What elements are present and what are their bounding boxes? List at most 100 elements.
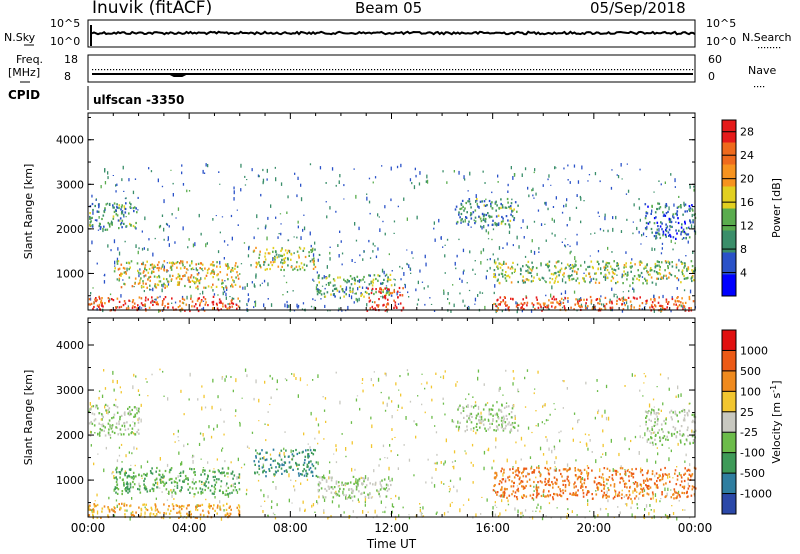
power-cell: [687, 226, 690, 229]
power-cell: [132, 305, 134, 308]
nave-series-dot: [476, 69, 478, 71]
power-colorbar-label: 20: [740, 173, 754, 186]
power-cell: [464, 207, 466, 210]
power-cell: [100, 301, 102, 304]
velocity-cell: [397, 404, 400, 408]
power-cell: [274, 260, 276, 263]
power-cell: [197, 279, 200, 282]
velocity-cell: [149, 470, 152, 473]
power-cell: [199, 267, 201, 270]
power-cell: [528, 194, 530, 198]
power-cell: [562, 301, 565, 304]
power-cell: [506, 197, 509, 201]
nave-series-dot: [584, 69, 586, 71]
velocity-cell: [279, 456, 281, 458]
power-cell: [649, 267, 652, 270]
power-cell: [616, 174, 618, 176]
power-cell: [590, 233, 592, 235]
velocity-cell: [137, 409, 140, 413]
velocity-cell: [260, 489, 262, 492]
power-cell: [551, 217, 553, 221]
power-cell: [455, 222, 458, 225]
velocity-cell: [345, 455, 347, 458]
power-cell: [522, 303, 524, 306]
velocity-cell: [376, 489, 378, 492]
power-cell: [113, 270, 116, 273]
power-cell: [495, 309, 497, 314]
velocity-cell: [369, 493, 371, 496]
power-cell: [293, 252, 295, 255]
velocity-cell: [532, 498, 535, 501]
power-cell: [189, 276, 192, 279]
power-cell: [569, 264, 572, 266]
power-cell: [102, 214, 105, 217]
power-cell: [660, 252, 663, 255]
nave-series-dot: [542, 69, 544, 71]
velocity-cell: [367, 511, 369, 513]
power-cell: [98, 297, 101, 300]
velocity-cell: [470, 405, 473, 408]
power-cell: [349, 286, 351, 289]
power-cell: [399, 294, 401, 297]
velocity-cell: [492, 419, 494, 422]
power-cell: [314, 306, 316, 311]
velocity-cell: [448, 485, 450, 487]
power-cell: [454, 208, 457, 211]
power-cell: [554, 234, 556, 237]
nave-series-dot: [170, 69, 172, 71]
power-cell: [349, 275, 352, 278]
velocity-cell: [628, 447, 630, 451]
velocity-cell: [108, 428, 110, 431]
velocity-cell: [101, 418, 103, 421]
velocity-cell: [514, 507, 516, 511]
power-cell: [268, 252, 271, 255]
velocity-cell: [145, 503, 147, 506]
velocity-cell: [548, 502, 551, 505]
power-cell: [589, 295, 592, 299]
velocity-cell: [96, 510, 99, 515]
velocity-cell: [166, 463, 169, 467]
power-cell: [137, 304, 139, 307]
cpid-label: CPID: [8, 88, 41, 102]
power-cell: [519, 267, 522, 270]
power-cell: [612, 216, 614, 220]
velocity-cell: [653, 509, 655, 513]
velocity-cell: [677, 442, 679, 446]
power-cell: [674, 212, 677, 215]
power-cell: [365, 286, 368, 289]
power-cell: [231, 236, 233, 241]
velocity-cell: [134, 415, 137, 418]
velocity-cell: [135, 375, 137, 378]
power-cell: [678, 229, 680, 232]
nave-series-dot: [221, 69, 223, 71]
velocity-cell: [659, 500, 661, 503]
velocity-cell: [187, 443, 189, 446]
power-cell: [319, 166, 322, 170]
power-cell: [90, 302, 93, 305]
velocity-cell: [649, 430, 651, 433]
velocity-cell: [221, 376, 223, 380]
velocity-cell: [288, 473, 290, 478]
power-cell: [433, 221, 435, 225]
power-cell: [665, 235, 667, 238]
velocity-cell: [596, 486, 599, 489]
power-cell: [617, 175, 620, 179]
velocity-cell: [501, 478, 504, 481]
velocity-cell: [385, 495, 388, 498]
velocity-cell: [211, 492, 214, 495]
velocity-cell: [116, 406, 119, 409]
nave-series-dot: [305, 69, 307, 71]
velocity-cell: [496, 493, 498, 496]
power-cell: [123, 300, 126, 303]
power-cell: [497, 257, 499, 261]
power-cell: [654, 304, 656, 307]
velocity-cell: [238, 505, 241, 509]
power-cell: [461, 199, 464, 202]
power-cell: [563, 167, 565, 170]
power-cell: [484, 204, 487, 207]
velocity-cell: [195, 508, 197, 511]
velocity-cell: [292, 468, 294, 471]
nave-series-dot: [689, 69, 691, 71]
velocity-cell: [168, 512, 171, 515]
power-cell: [599, 180, 601, 183]
